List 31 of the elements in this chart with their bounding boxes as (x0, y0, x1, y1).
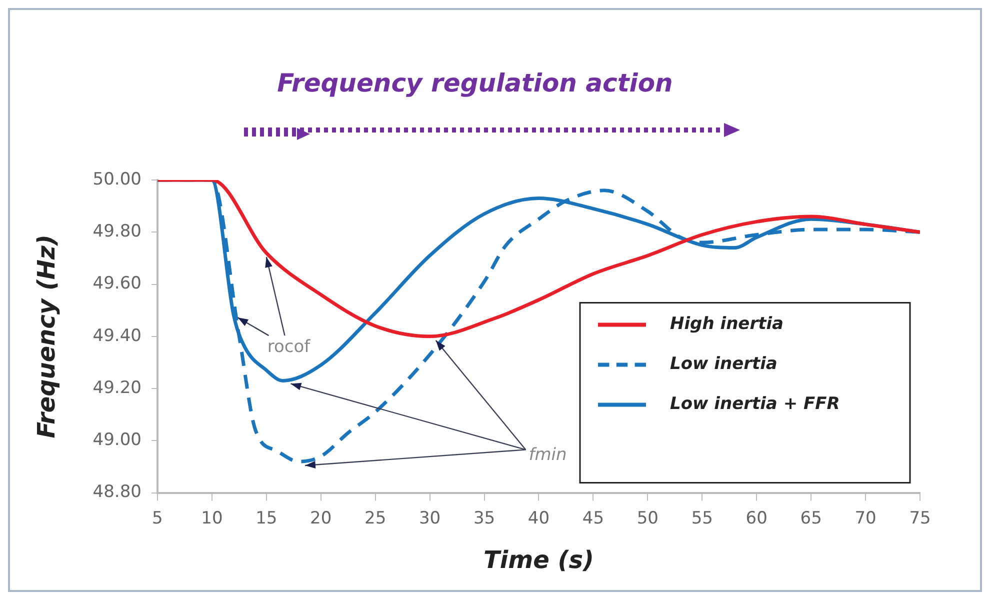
x-tick-label: 45 (582, 508, 604, 528)
y-tick-label: 49.20 (92, 378, 142, 398)
x-axis-title: Time (s) (484, 546, 594, 574)
legend-label: High inertia (670, 314, 784, 334)
legend-label: Low inertia (670, 354, 778, 374)
y-axis-title: Frequency (Hz) (32, 234, 61, 438)
y-tick-label: 48.80 (92, 482, 142, 502)
x-tick-label: 60 (746, 508, 768, 528)
x-tick-label: 15 (256, 508, 278, 528)
y-tick-label: 49.00 (92, 430, 142, 450)
x-tick-label: 5 (152, 508, 163, 528)
y-tick-label: 49.60 (92, 274, 142, 294)
x-tick-label: 20 (310, 508, 332, 528)
chart-title: Frequency regulation action (277, 68, 673, 98)
y-tick-label: 49.80 (92, 222, 142, 242)
x-tick-label: 30 (418, 508, 441, 528)
x-tick-label: 50 (636, 508, 658, 528)
x-tick-label: 10 (201, 508, 223, 528)
x-tick-label: 25 (364, 508, 386, 528)
x-tick-label: 55 (691, 508, 713, 528)
legend-label: Low inertia + FFR (670, 394, 840, 414)
y-tick-label: 49.40 (92, 326, 142, 346)
x-tick-label: 65 (800, 508, 822, 528)
x-tick-label: 70 (854, 508, 876, 528)
x-tick-label: 35 (473, 508, 496, 528)
y-tick-label: 50.00 (92, 169, 142, 190)
line-series (157, 180, 920, 338)
x-tick-label: 75 (909, 508, 931, 528)
annotation: fmin (528, 445, 567, 466)
annotation: rocof (267, 336, 312, 357)
x-tick-label: 40 (528, 508, 550, 528)
